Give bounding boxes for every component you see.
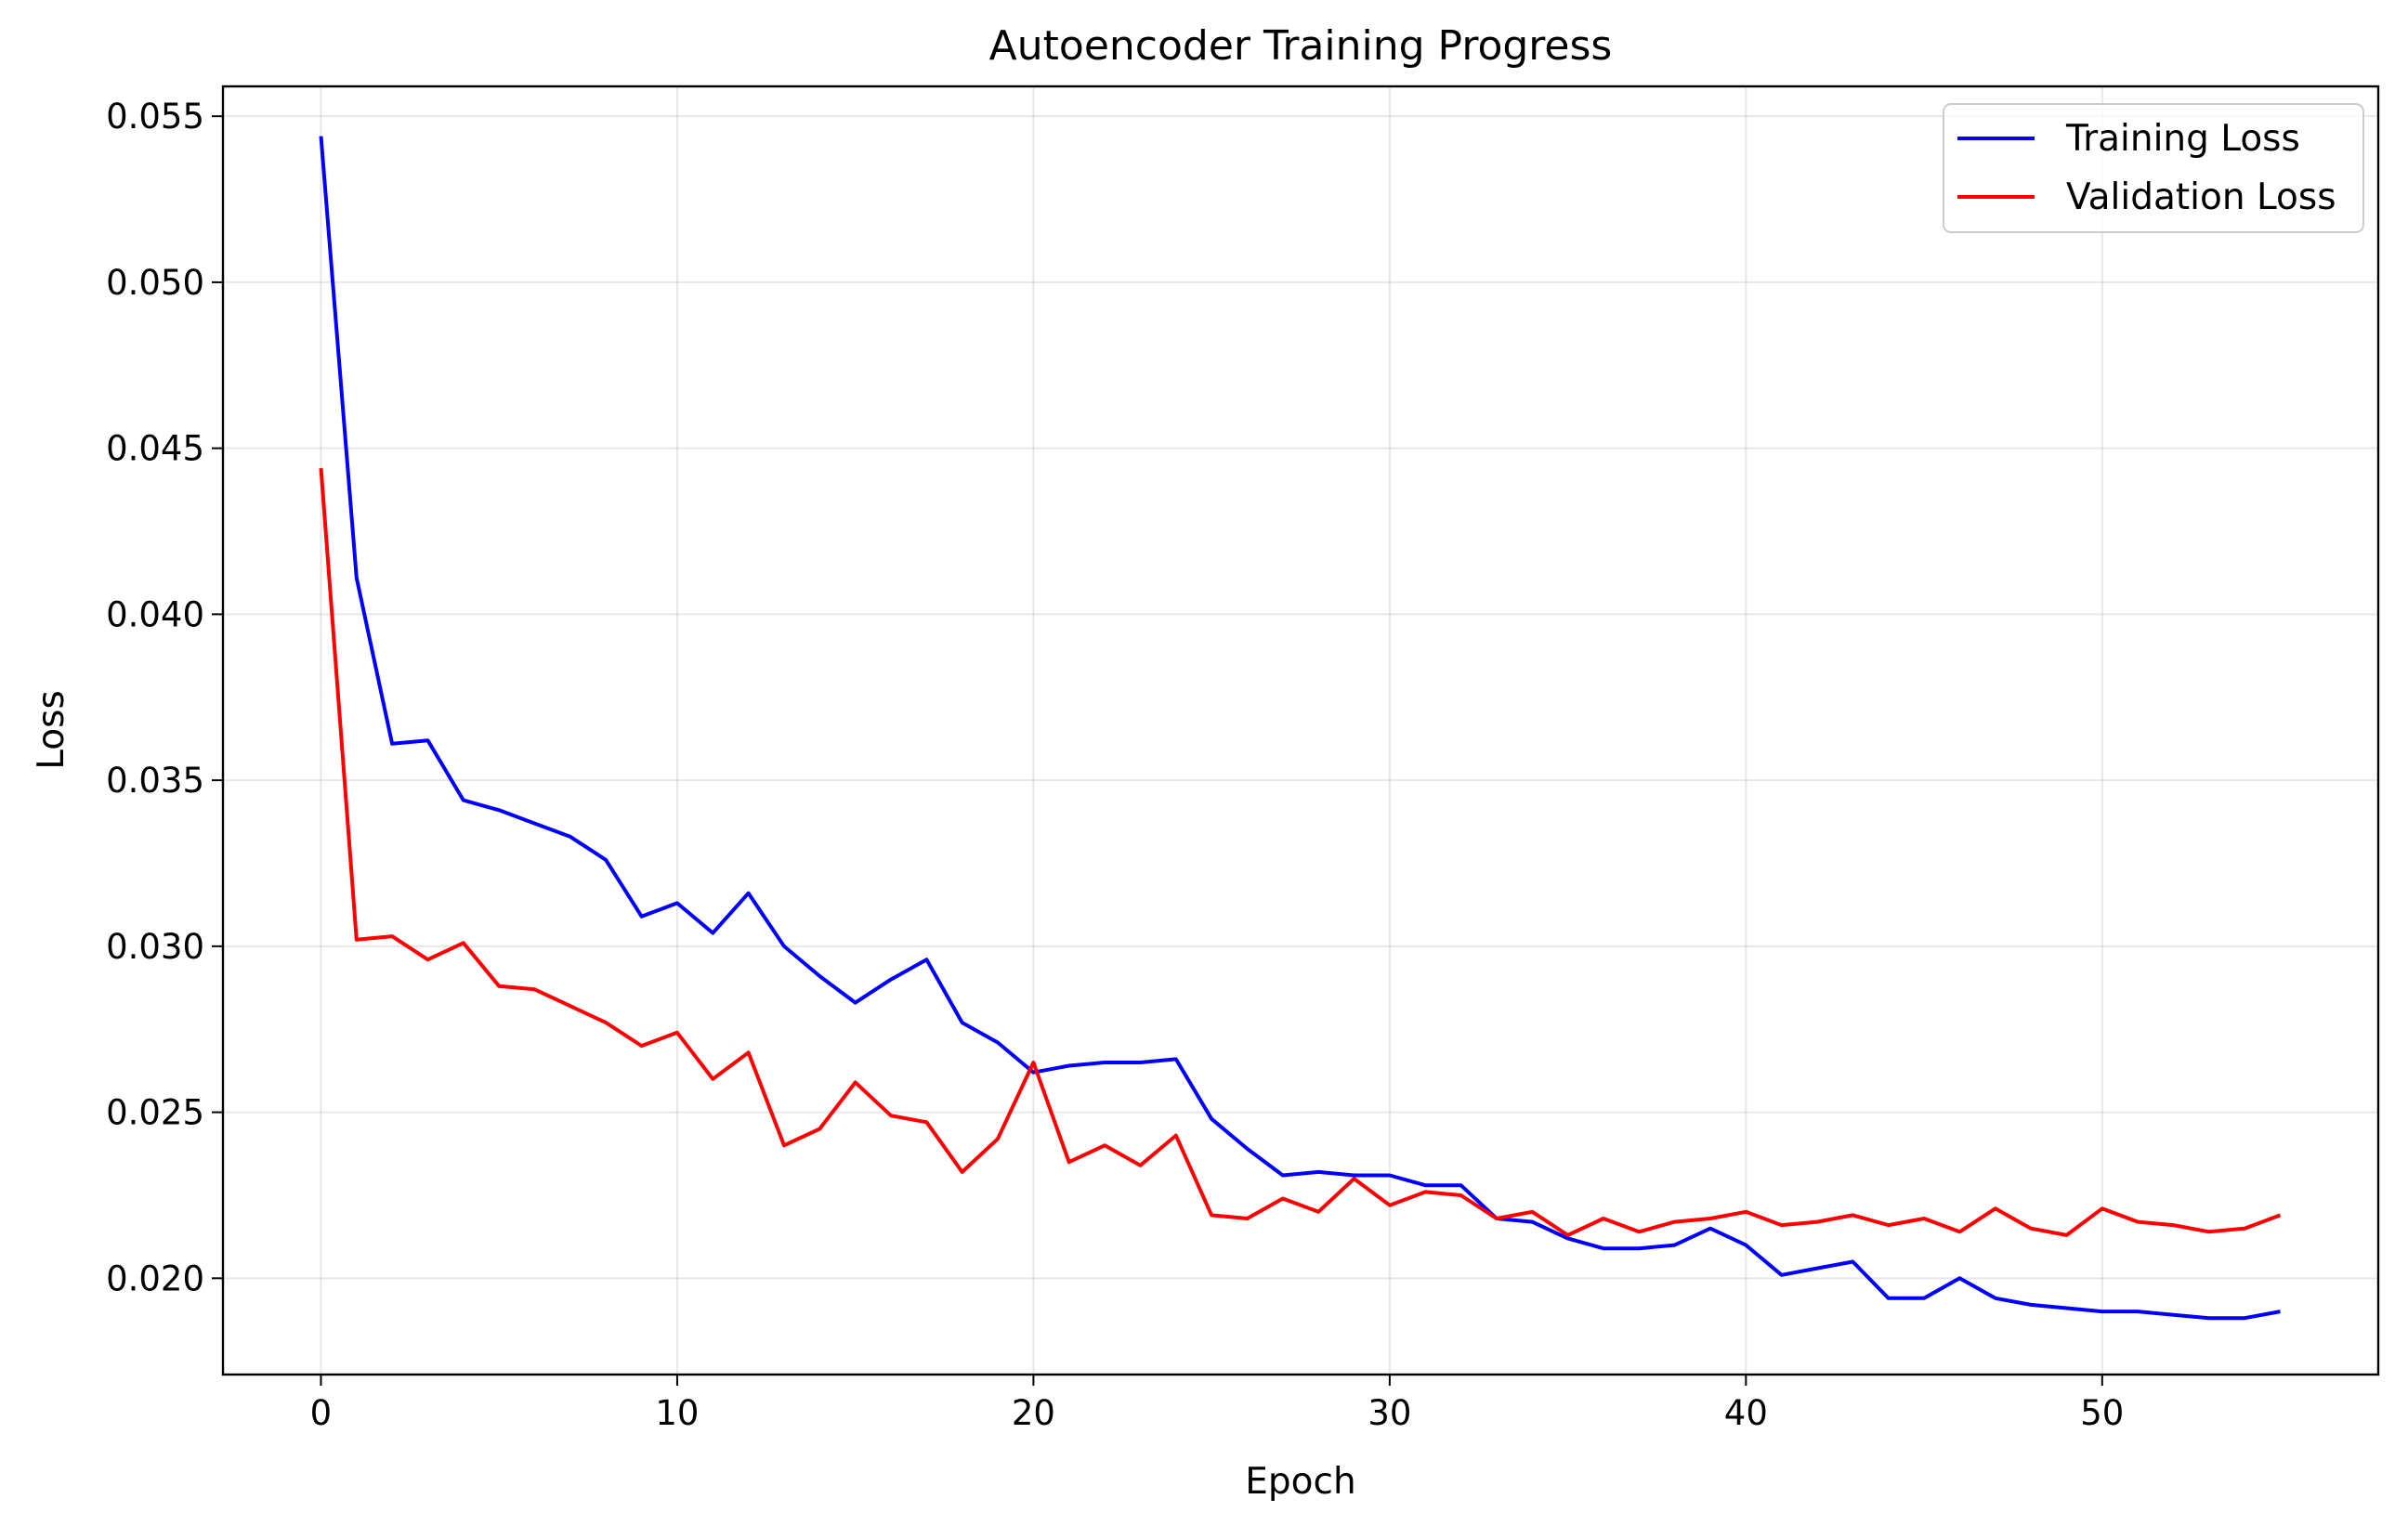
x-tick-label: 10 — [655, 1393, 699, 1433]
y-tick-label: 0.035 — [106, 761, 204, 801]
series-lines — [319, 136, 2282, 1321]
chart-title: Autoencoder Training Progress — [989, 22, 1613, 70]
x-tick-label: 50 — [2080, 1393, 2124, 1433]
plot-frame — [221, 85, 2380, 1376]
legend-label-validation-loss: Validation Loss — [2066, 176, 2336, 218]
y-tick-label: 0.040 — [106, 594, 204, 634]
x-tick-label: 40 — [1724, 1393, 1768, 1433]
legend-box — [1943, 103, 2364, 233]
legend-label-training-loss: Training Loss — [2065, 118, 2300, 160]
grid-lines — [223, 86, 2378, 1375]
legend: Training Loss Validation Loss — [1943, 103, 2364, 233]
y-tick-label: 0.045 — [106, 429, 204, 469]
y-tick-label: 0.025 — [106, 1093, 204, 1133]
y-tick-label: 0.055 — [106, 97, 204, 137]
y-axis-label: Loss — [31, 690, 72, 770]
series-line-training-loss — [319, 136, 2281, 1321]
x-axis-label: Epoch — [1245, 1461, 1355, 1503]
y-tick-label: 0.030 — [106, 927, 204, 967]
y-tick-label: 0.020 — [106, 1258, 204, 1298]
x-tick-label: 30 — [1368, 1393, 1411, 1433]
y-axis-ticks: 0.020 0.025 0.030 0.035 0.040 0.045 0.050 0.055 — [106, 97, 223, 1298]
series-line-validation-loss — [319, 467, 2282, 1237]
x-tick-label: 20 — [1012, 1393, 1055, 1433]
x-tick-label: 0 — [310, 1393, 333, 1433]
y-tick-label: 0.050 — [106, 263, 204, 303]
x-axis-ticks: 0 10 20 30 40 50 — [310, 1375, 2124, 1433]
